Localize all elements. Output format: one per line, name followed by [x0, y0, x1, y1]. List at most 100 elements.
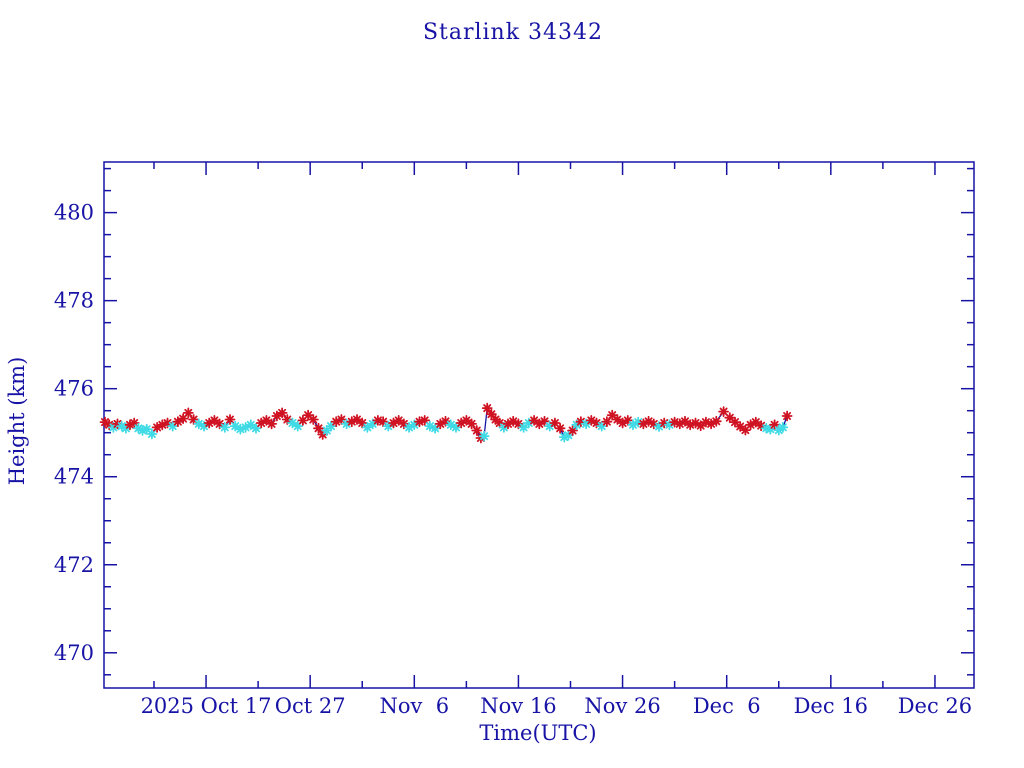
x-axis-title: Time(UTC) — [479, 721, 596, 745]
data-point-marker — [700, 416, 712, 428]
data-point-marker — [769, 419, 780, 431]
data-point-marker — [255, 417, 267, 429]
x-tick-label: Dec 26 — [898, 694, 972, 718]
data-point-marker — [658, 417, 670, 429]
data-point-marker — [478, 430, 490, 442]
data-point-marker — [494, 417, 506, 429]
data-point-marker — [307, 414, 319, 425]
data-point-marker — [372, 414, 384, 426]
data-point-marker — [146, 428, 158, 440]
data-point-marker — [367, 418, 379, 430]
data-point-marker — [224, 414, 236, 425]
data-point-marker — [229, 420, 241, 432]
data-point-marker — [617, 417, 628, 429]
data-point-marker — [502, 418, 514, 430]
data-point-marker — [674, 418, 686, 430]
data-point-marker — [141, 423, 153, 435]
data-point-marker — [481, 402, 493, 414]
data-point-marker — [440, 415, 451, 427]
data-point-marker — [132, 422, 144, 434]
data-point-marker — [429, 422, 441, 434]
data-point-marker — [669, 416, 680, 428]
x-tick-label: Nov 6 — [380, 694, 450, 718]
data-point-marker — [321, 425, 333, 436]
data-point-marker — [434, 418, 446, 430]
y-tick-label: 478 — [54, 289, 94, 313]
data-point-marker — [549, 417, 561, 429]
data-point-marker — [567, 425, 578, 436]
data-point-marker — [518, 421, 529, 433]
x-tick-label: Nov 16 — [480, 694, 556, 718]
data-point-marker — [276, 407, 288, 419]
data-point-marker — [103, 419, 115, 431]
data-point-marker — [760, 422, 772, 434]
data-point-marker — [219, 421, 231, 433]
data-point-marker — [755, 420, 767, 432]
data-point-marker — [403, 421, 415, 433]
data-point-marker — [485, 408, 497, 420]
data-point-marker — [408, 419, 420, 431]
data-point-marker — [455, 417, 467, 429]
data-point-marker — [203, 417, 215, 429]
data-point-marker — [445, 419, 457, 431]
data-point-marker — [325, 420, 337, 432]
data-point-marker — [460, 414, 472, 426]
data-point-marker — [475, 432, 487, 444]
y-tick-label: 470 — [54, 641, 94, 665]
data-point-marker — [679, 415, 691, 427]
data-point-marker — [734, 421, 746, 432]
data-point-marker — [705, 418, 717, 430]
data-point-marker — [471, 425, 483, 436]
data-point-marker — [128, 417, 140, 429]
plot-axes: 2025 Oct 17 Oct 27 Nov 6 Nov 16 Nov 26 Dec 6 D… — [54, 161, 975, 718]
data-point-marker — [684, 419, 696, 431]
data-point-marker — [606, 409, 618, 421]
data-point-marker — [750, 416, 762, 428]
data-point-marker — [208, 414, 220, 426]
data-point-marker — [250, 422, 262, 434]
data-point-marker — [414, 416, 425, 428]
data-point-marker — [690, 417, 701, 429]
data-point-marker — [162, 417, 173, 429]
data-point-marker — [317, 429, 329, 440]
data-point-marker — [198, 420, 210, 432]
data-point-marker — [124, 419, 136, 431]
data-point-marker — [745, 419, 756, 431]
data-point-marker — [591, 417, 602, 429]
data-point-marker — [382, 420, 394, 432]
data-point-marker — [351, 414, 363, 425]
chart-title: Starlink 34342 — [423, 20, 603, 45]
data-point-marker — [724, 412, 736, 424]
data-point-marker — [112, 418, 123, 430]
data-point-marker — [710, 415, 722, 427]
data-point-marker — [108, 421, 119, 433]
y-tick-label: 476 — [54, 377, 94, 401]
data-point-marker — [116, 420, 128, 432]
data-point-marker — [563, 429, 574, 441]
data-point-marker — [271, 410, 283, 422]
data-point-marker — [575, 416, 587, 428]
data-point-marker — [245, 419, 257, 431]
x-tick-label: Dec 16 — [794, 694, 868, 718]
data-point-marker — [554, 422, 566, 434]
data-point-marker — [260, 414, 272, 426]
data-point-marker — [167, 420, 179, 432]
data-point-marker — [188, 414, 200, 425]
data-point-marker — [361, 421, 373, 433]
data-point-marker — [297, 414, 309, 426]
data-point-marker — [330, 416, 342, 428]
data-point-marker — [356, 417, 368, 429]
y-axis-title: Height (km) — [5, 357, 29, 486]
data-point-marker — [377, 416, 389, 428]
data-point-marker — [287, 417, 298, 429]
data-point-marker — [765, 423, 776, 435]
data-point-marker — [450, 421, 462, 433]
x-tick-label: Nov 26 — [584, 694, 660, 718]
data-point-marker — [729, 416, 741, 428]
data-point-marker — [424, 420, 436, 432]
data-point-marker — [393, 414, 405, 426]
data-point-marker — [523, 417, 535, 429]
data-point-marker — [558, 431, 570, 443]
data-point-marker — [695, 420, 707, 432]
data-point-marker — [214, 418, 226, 430]
